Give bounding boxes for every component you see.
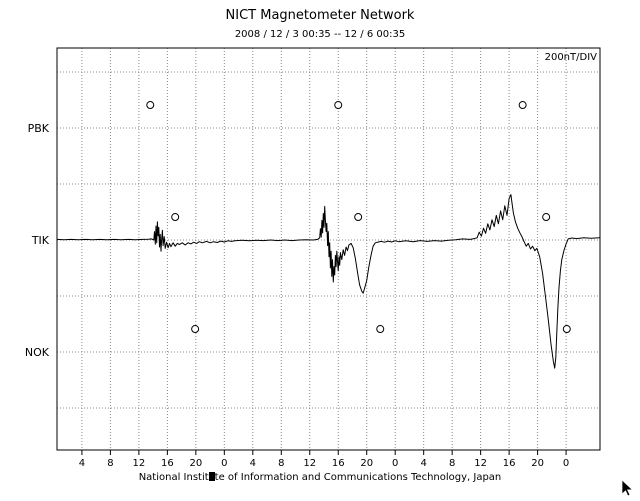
noon-marker (376, 325, 385, 334)
x-tick-label: 12 (303, 458, 316, 469)
noon-marker (171, 213, 180, 222)
noon-marker (334, 101, 343, 110)
x-tick-label: 0 (221, 458, 227, 469)
noon-marker (518, 101, 527, 110)
x-tick-label: 20 (360, 458, 373, 469)
plot-border (56, 47, 601, 451)
noon-marker (191, 325, 200, 334)
station-label: PBK (28, 122, 50, 135)
x-tick-label: 20 (531, 458, 544, 469)
x-tick-label: 16 (161, 458, 174, 469)
footer-text-right: te of Information and Communications Tec… (214, 472, 502, 483)
glitch-artifact (208, 472, 215, 481)
x-tick-label: 16 (503, 458, 516, 469)
x-tick-label: 8 (449, 458, 455, 469)
noon-marker (542, 213, 551, 222)
x-tick-label: 12 (474, 458, 487, 469)
cursor-icon (621, 479, 634, 497)
station-label: TIK (31, 234, 50, 247)
scale-label: 200nT/DIV (544, 52, 597, 63)
footer-credit: National Instit te of Information and Com… (0, 471, 640, 483)
x-tick-label: 16 (332, 458, 345, 469)
x-tick-label: 8 (107, 458, 113, 469)
station-label: NOK (25, 346, 50, 359)
x-tick-label: 4 (420, 458, 426, 469)
chart-title: NICT Magnetometer Network (225, 8, 415, 23)
noon-marker (354, 213, 363, 222)
x-tick-label: 20 (189, 458, 202, 469)
x-tick-label: 4 (250, 458, 256, 469)
footer-text-left: National Instit (138, 472, 209, 483)
chart-date-range: 2008 / 12 / 3 00:35 -- 12 / 6 00:35 (234, 29, 406, 40)
x-tick-label: 8 (278, 458, 284, 469)
x-tick-label: 0 (392, 458, 398, 469)
tik-trace (56, 194, 600, 369)
x-tick-label: 12 (133, 458, 146, 469)
noon-marker (146, 101, 155, 110)
noon-marker (562, 325, 571, 334)
x-tick-label: 0 (563, 458, 569, 469)
x-tick-label: 4 (79, 458, 85, 469)
